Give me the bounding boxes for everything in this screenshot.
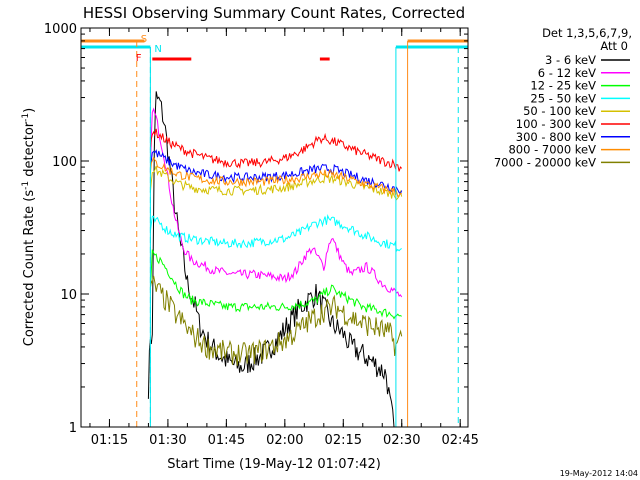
x-tick-label: 02:30 xyxy=(383,433,420,448)
legend-label: 300 - 800 keV xyxy=(516,130,596,144)
x-tick-label: 01:45 xyxy=(208,433,245,448)
series-line-6 xyxy=(149,128,403,172)
series-line-9 xyxy=(149,275,403,366)
y-axis-label: Corrected Count Rate (s-1 detector-1) xyxy=(21,108,37,346)
x-tick-label: 02:45 xyxy=(441,433,478,448)
legend-header-2: Att 0 xyxy=(600,39,628,53)
legend-label: 25 - 50 keV xyxy=(530,91,596,105)
legend-label: 50 - 100 keV xyxy=(523,104,596,118)
saa-label: S xyxy=(141,34,147,45)
legend-label: 100 - 300 keV xyxy=(516,117,596,131)
legend-label: 800 - 7000 keV xyxy=(508,143,596,157)
legend-label: 7000 - 20000 keV xyxy=(494,155,596,169)
y-tick-label: 100 xyxy=(52,155,77,170)
night-label: N xyxy=(154,44,161,55)
series-line-3 xyxy=(149,249,402,320)
legend-header-1: Det 1,3,5,6,7,9, xyxy=(542,26,632,40)
x-axis-label: Start Time (19-May-12 01:07:42) xyxy=(167,457,381,472)
axis-layer: 01:15 01:30 01:45 02:00 02:15 02:30 02:45 1 10 10… xyxy=(44,22,479,448)
x-tick-label: 02:00 xyxy=(266,433,303,448)
y-tick-label: 1000 xyxy=(44,22,77,37)
series-line-2 xyxy=(149,107,403,298)
series-layer xyxy=(147,91,403,427)
legend-label: 6 - 12 keV xyxy=(538,66,596,80)
y-tick-label: 10 xyxy=(60,288,77,303)
legend-label: 12 - 25 keV xyxy=(530,79,596,93)
chart-title: HESSI Observing Summary Count Rates, Cor… xyxy=(83,4,465,22)
legend-label: 3 - 6 keV xyxy=(545,53,596,67)
plot-frame xyxy=(80,27,469,428)
x-tick-label: 01:30 xyxy=(149,433,186,448)
date-stamp: 19-May-2012 14:04 xyxy=(560,469,638,478)
marker-layer: SN F xyxy=(81,34,468,427)
x-tick-label: 02:15 xyxy=(325,433,362,448)
x-tick-label: 01:15 xyxy=(91,433,128,448)
series-line-4 xyxy=(149,214,402,252)
series-line-8 xyxy=(149,156,402,198)
y-tick-label: 1 xyxy=(69,421,77,436)
flare-label: F xyxy=(136,53,142,64)
